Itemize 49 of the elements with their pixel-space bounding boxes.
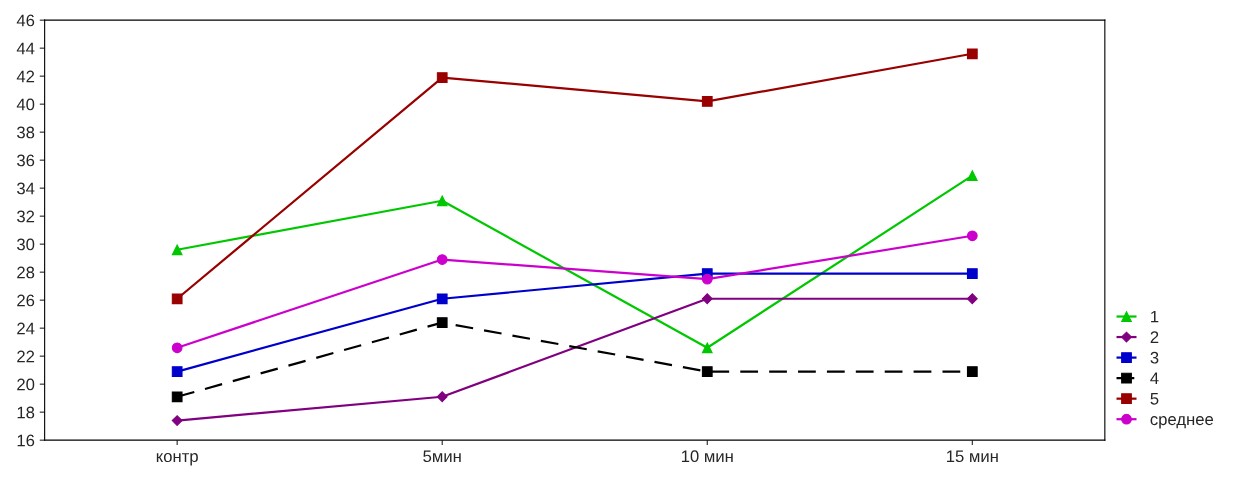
y-tick-label: 38 [17,126,35,139]
y-tick-label: 46 [16,14,35,27]
legend-label: 5 [1150,393,1159,405]
point [701,293,713,305]
y-tick-label: 28 [17,266,35,279]
point [966,170,978,181]
point [701,273,713,285]
y-tick-label: 36 [17,154,35,167]
y-tick-label: 44 [16,42,35,55]
point [171,342,183,354]
point [171,391,183,403]
y-tick-label: 32 [17,210,35,223]
y-tick-label: 26 [17,294,35,307]
legend-label: 2 [1150,331,1159,343]
y-tick-label: 34 [17,182,35,195]
point [701,366,713,377]
legend-label: 4 [1150,372,1159,384]
y-tick-label: 20 [17,378,35,391]
x-tick-label: контр [156,452,198,466]
y-tick-label: 18 [17,406,35,419]
point [436,293,448,305]
point [966,293,978,305]
legend-label: 1 [1151,310,1159,323]
y-tick-label: 40 [16,98,35,111]
point [436,391,448,403]
point [436,72,448,83]
y-tick-label: 42 [16,70,35,83]
point [436,254,448,265]
x-tick-label: 5мин [423,450,461,463]
point [966,268,978,279]
point [966,366,978,377]
point [966,48,978,60]
point [436,195,448,207]
point [701,342,713,354]
y-tick-label: 16 [17,434,35,447]
point [701,95,713,107]
legend-label: среднее [1150,416,1214,429]
point [171,415,183,426]
point [436,317,448,328]
x-tick-label: 10 мин [681,450,733,463]
point [171,293,183,305]
point [171,244,183,256]
point [171,366,183,377]
x-tick-label: 15 мин [947,450,998,463]
y-tick-label: 22 [17,350,35,363]
legend-label: 3 [1150,351,1159,364]
point [966,230,978,242]
y-tick-label: 24 [17,322,35,335]
y-tick-label: 30 [17,238,35,251]
